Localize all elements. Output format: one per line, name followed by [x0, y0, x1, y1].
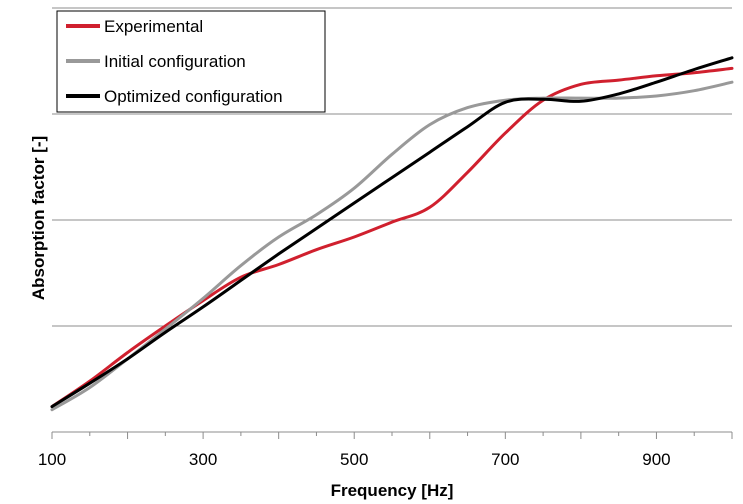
y-axis-title: Absorption factor [-]	[29, 136, 48, 300]
x-tick-label: 700	[491, 450, 519, 469]
x-axis-title: Frequency [Hz]	[331, 481, 454, 500]
legend-item-optimized-configuration: Optimized configuration	[66, 87, 283, 106]
legend-box	[56, 10, 326, 113]
x-tick-label: 100	[38, 450, 66, 469]
grid-lines	[52, 7, 732, 327]
legend-item-experimental: Experimental	[66, 17, 203, 36]
legend-label: Experimental	[104, 17, 203, 36]
legend: Experimental Initial configuration Optimiz…	[56, 10, 326, 113]
series-lines	[50, 56, 734, 412]
legend-label: Initial configuration	[104, 52, 246, 71]
x-tick-label: 500	[340, 450, 368, 469]
x-tick-label: 900	[642, 450, 670, 469]
series-optimized-configuration-line	[50, 56, 734, 409]
x-tick-label: 300	[189, 450, 217, 469]
legend-label: Optimized configuration	[104, 87, 283, 106]
legend-item-initial-configuration: Initial configuration	[66, 52, 246, 71]
series-initial-configuration-line	[50, 80, 734, 412]
series-experimental-line	[50, 66, 734, 409]
x-axis: 100 300 500 700 900	[38, 431, 733, 469]
